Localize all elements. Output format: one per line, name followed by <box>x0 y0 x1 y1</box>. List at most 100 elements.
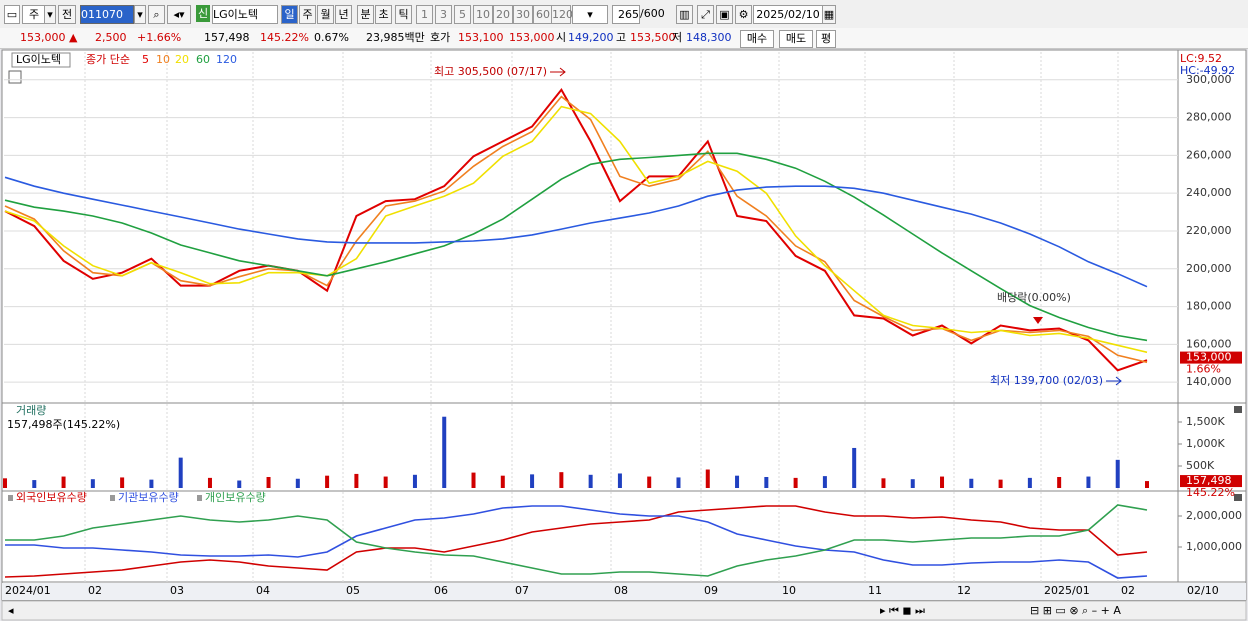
minute-button[interactable]: 20 <box>493 5 513 24</box>
legend-swatch <box>197 495 202 501</box>
volume-bar <box>178 457 183 488</box>
series-line <box>4 176 1148 288</box>
volume-bar <box>207 477 212 488</box>
scrollbar[interactable] <box>1 600 1247 621</box>
ask-label: 호가 <box>430 31 451 44</box>
period-select[interactable]: 주 <box>22 5 46 24</box>
high: 153,500 <box>630 31 676 44</box>
low: 148,300 <box>686 31 732 44</box>
settings-icon[interactable]: ⚙ <box>735 5 752 24</box>
volume-bar <box>998 479 1003 488</box>
y-tick-label: 240,000 <box>1186 186 1232 199</box>
chart-title: LG이노텍 <box>16 53 61 66</box>
volume-bar <box>61 476 66 488</box>
last-volume-box <box>1180 475 1242 488</box>
menu-icon[interactable]: ▭ <box>4 5 20 24</box>
avg-button[interactable]: 평 <box>816 30 836 48</box>
volume-bar <box>1086 476 1091 488</box>
volume-ratio: 145.22% <box>260 31 309 44</box>
tool-icon[interactable]: ▣ <box>716 5 733 24</box>
dropdown[interactable]: ▾ <box>572 5 608 24</box>
annotation-arrow <box>550 67 566 77</box>
chart-frame <box>1 49 1247 601</box>
x-tick-label: 11 <box>868 584 882 597</box>
volume-bar <box>881 478 886 488</box>
interval-button[interactable]: 년 <box>335 5 352 24</box>
y-tick-label: 260,000 <box>1186 148 1232 161</box>
volume-bar <box>1057 476 1062 488</box>
legend-entry: 개인보유수량 <box>205 491 266 504</box>
count[interactable]: 265 <box>612 5 640 24</box>
playback-controls: ▸ ⏮ ◼ ⏭ <box>880 604 925 617</box>
last-volume-label: 157,498 <box>1186 474 1232 487</box>
code-input[interactable]: 011070 <box>80 5 134 24</box>
volume: 157,498 <box>204 31 250 44</box>
dropdown[interactable]: ▾ <box>44 5 56 24</box>
interval-button[interactable]: 틱 <box>395 5 412 24</box>
interval-button[interactable]: 일 <box>281 5 298 24</box>
tool-icon[interactable]: ⤢ <box>697 5 714 24</box>
volume-bar <box>120 477 125 488</box>
series-line <box>4 105 1148 354</box>
close-box[interactable] <box>1234 494 1242 501</box>
search-button[interactable]: ⌕ <box>148 5 165 24</box>
minute-button[interactable]: 10 <box>473 5 493 24</box>
x-tick-label: 07 <box>515 584 529 597</box>
legend-entry: 5 <box>142 53 149 66</box>
last-price-box <box>1180 351 1242 364</box>
stock-name[interactable]: LG이노텍 <box>212 5 278 24</box>
x-tick-label: 02 <box>1121 584 1135 597</box>
calendar-icon[interactable]: ▦ <box>822 5 836 24</box>
open-label: 시 <box>556 31 567 44</box>
volume-bar <box>735 475 740 488</box>
change-pct: +1.66% <box>137 31 182 44</box>
interval-button[interactable]: 주 <box>299 5 316 24</box>
volume-bar <box>617 473 622 488</box>
badge: 신 <box>196 5 210 22</box>
volume-bar <box>237 480 242 488</box>
minute-button[interactable]: 60 <box>533 5 553 24</box>
interval-button[interactable]: 초 <box>375 5 392 24</box>
dropdown[interactable]: ▾ <box>134 5 146 24</box>
x-tick-label: 03 <box>170 584 184 597</box>
interval-button[interactable]: 월 <box>317 5 334 24</box>
legend-swatch <box>8 495 13 501</box>
series-line <box>4 95 1148 364</box>
quote-bar: 153,000 ▲ 2,500 +1.66% 157,498 145.22% 0… <box>0 28 1248 49</box>
change: 2,500 <box>95 31 127 44</box>
last-change-label: 1.66% <box>1186 363 1221 376</box>
date-input[interactable]: 2025/02/10 <box>753 5 823 24</box>
minute-button[interactable]: 3 <box>435 5 452 24</box>
legend-entry: 60 <box>196 53 210 66</box>
volume-bar <box>852 447 857 488</box>
x-tick-label: 2025/01 <box>1044 584 1090 597</box>
close-box[interactable] <box>1234 406 1242 413</box>
series-line <box>5 505 1148 579</box>
legend-entry: 10 <box>156 53 170 66</box>
buy-button[interactable]: 매수 <box>740 30 774 48</box>
volume-bar <box>705 469 710 488</box>
minute-button[interactable]: 5 <box>454 5 471 24</box>
x-tick-label: 05 <box>346 584 360 597</box>
low-label: 저 <box>672 31 683 44</box>
sound-button[interactable]: ◂▾ <box>167 5 191 24</box>
minute-button[interactable]: 30 <box>513 5 533 24</box>
minute-button[interactable]: 1 <box>416 5 433 24</box>
legend-entry: 20 <box>175 53 189 66</box>
table-icon[interactable] <box>8 70 22 84</box>
annotation: 최저 139,700 (02/03) <box>990 374 1103 387</box>
y-tick-label: 300,000 <box>1186 73 1232 86</box>
y-tick-label: 1,000K <box>1186 437 1225 450</box>
interval-button[interactable]: 분 <box>357 5 374 24</box>
y-tick-label: 220,000 <box>1186 224 1232 237</box>
annotation: 최고 305,500 (07/17) <box>434 65 547 78</box>
prev-button[interactable]: 전 <box>58 5 76 24</box>
sell-button[interactable]: 매도 <box>779 30 813 48</box>
volume-bar <box>295 478 300 488</box>
volume-bar <box>530 474 535 488</box>
legend-swatch <box>110 495 115 501</box>
minute-button[interactable]: 120 <box>551 5 573 24</box>
price: 153,000 ▲ <box>20 31 78 44</box>
tool-icon[interactable]: ▥ <box>676 5 693 24</box>
